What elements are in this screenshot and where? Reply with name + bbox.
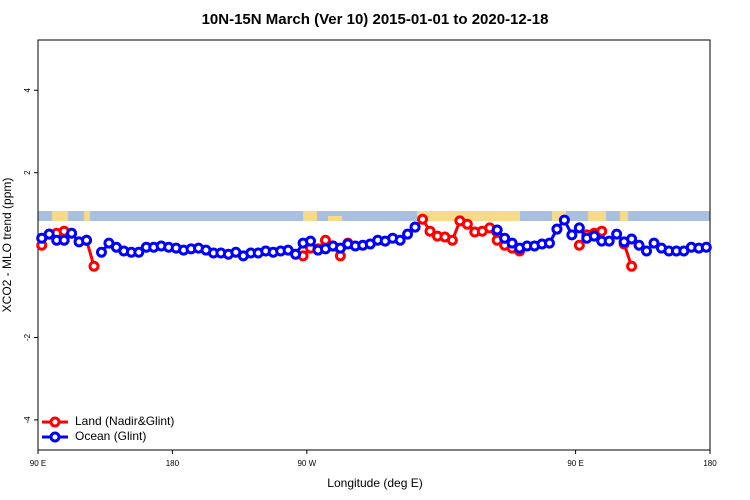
point (402, 228, 414, 240)
point (566, 229, 578, 241)
point (290, 248, 302, 260)
point (409, 221, 421, 233)
point (626, 233, 638, 245)
point (88, 260, 100, 272)
point (611, 228, 623, 240)
ocean-band (38, 211, 710, 221)
y-tick-label: 4 (23, 87, 32, 92)
y-tick-label: -2 (23, 333, 32, 341)
point (43, 228, 55, 240)
legend-label: Ocean (Glint) (75, 429, 146, 443)
y-axis-label: XCO2 - MLO trend (ppm) (0, 178, 14, 313)
x-tick-label: 90 E (567, 459, 583, 468)
land-patch (52, 211, 68, 221)
point (573, 222, 585, 234)
point (626, 260, 638, 272)
point (133, 246, 145, 258)
land-patch (620, 211, 628, 221)
x-axis-label: Longitude (deg E) (327, 476, 422, 490)
point (648, 237, 660, 249)
point (58, 234, 70, 246)
land-patch (588, 211, 606, 221)
land-patch (328, 216, 342, 221)
point (558, 214, 570, 226)
x-tick-label: 90 E (30, 459, 46, 468)
x-tick-label: 180 (166, 459, 180, 468)
legend-marker (49, 431, 61, 443)
point (588, 230, 600, 242)
legend-label: Land (Nadir&Glint) (75, 414, 174, 428)
land-patch (417, 211, 520, 221)
point (596, 225, 608, 237)
point (491, 224, 503, 236)
land-patch (303, 211, 317, 221)
x-tick-label: 90 W (297, 459, 316, 468)
point (461, 218, 473, 230)
point (700, 241, 712, 253)
point (499, 232, 511, 244)
chart-title: 10N-15N March (Ver 10) 2015-01-01 to 202… (202, 11, 549, 28)
point (573, 239, 585, 251)
y-tick-label: -4 (23, 416, 32, 424)
point (81, 234, 93, 246)
point (424, 225, 436, 237)
point (394, 234, 406, 246)
point (446, 234, 458, 246)
map-band (38, 211, 710, 221)
x-tick-label: 180 (703, 459, 717, 468)
point (633, 239, 645, 251)
land-patch (552, 211, 566, 221)
point (319, 234, 331, 246)
point (551, 223, 563, 235)
y-tick-label: 2 (23, 170, 32, 175)
point (641, 245, 653, 257)
point (305, 235, 317, 247)
legend-marker (49, 416, 61, 428)
land-patch (84, 211, 90, 221)
point (95, 246, 107, 258)
point (417, 213, 429, 225)
point (66, 227, 78, 239)
point (603, 235, 615, 247)
point (543, 237, 555, 249)
point (506, 237, 518, 249)
